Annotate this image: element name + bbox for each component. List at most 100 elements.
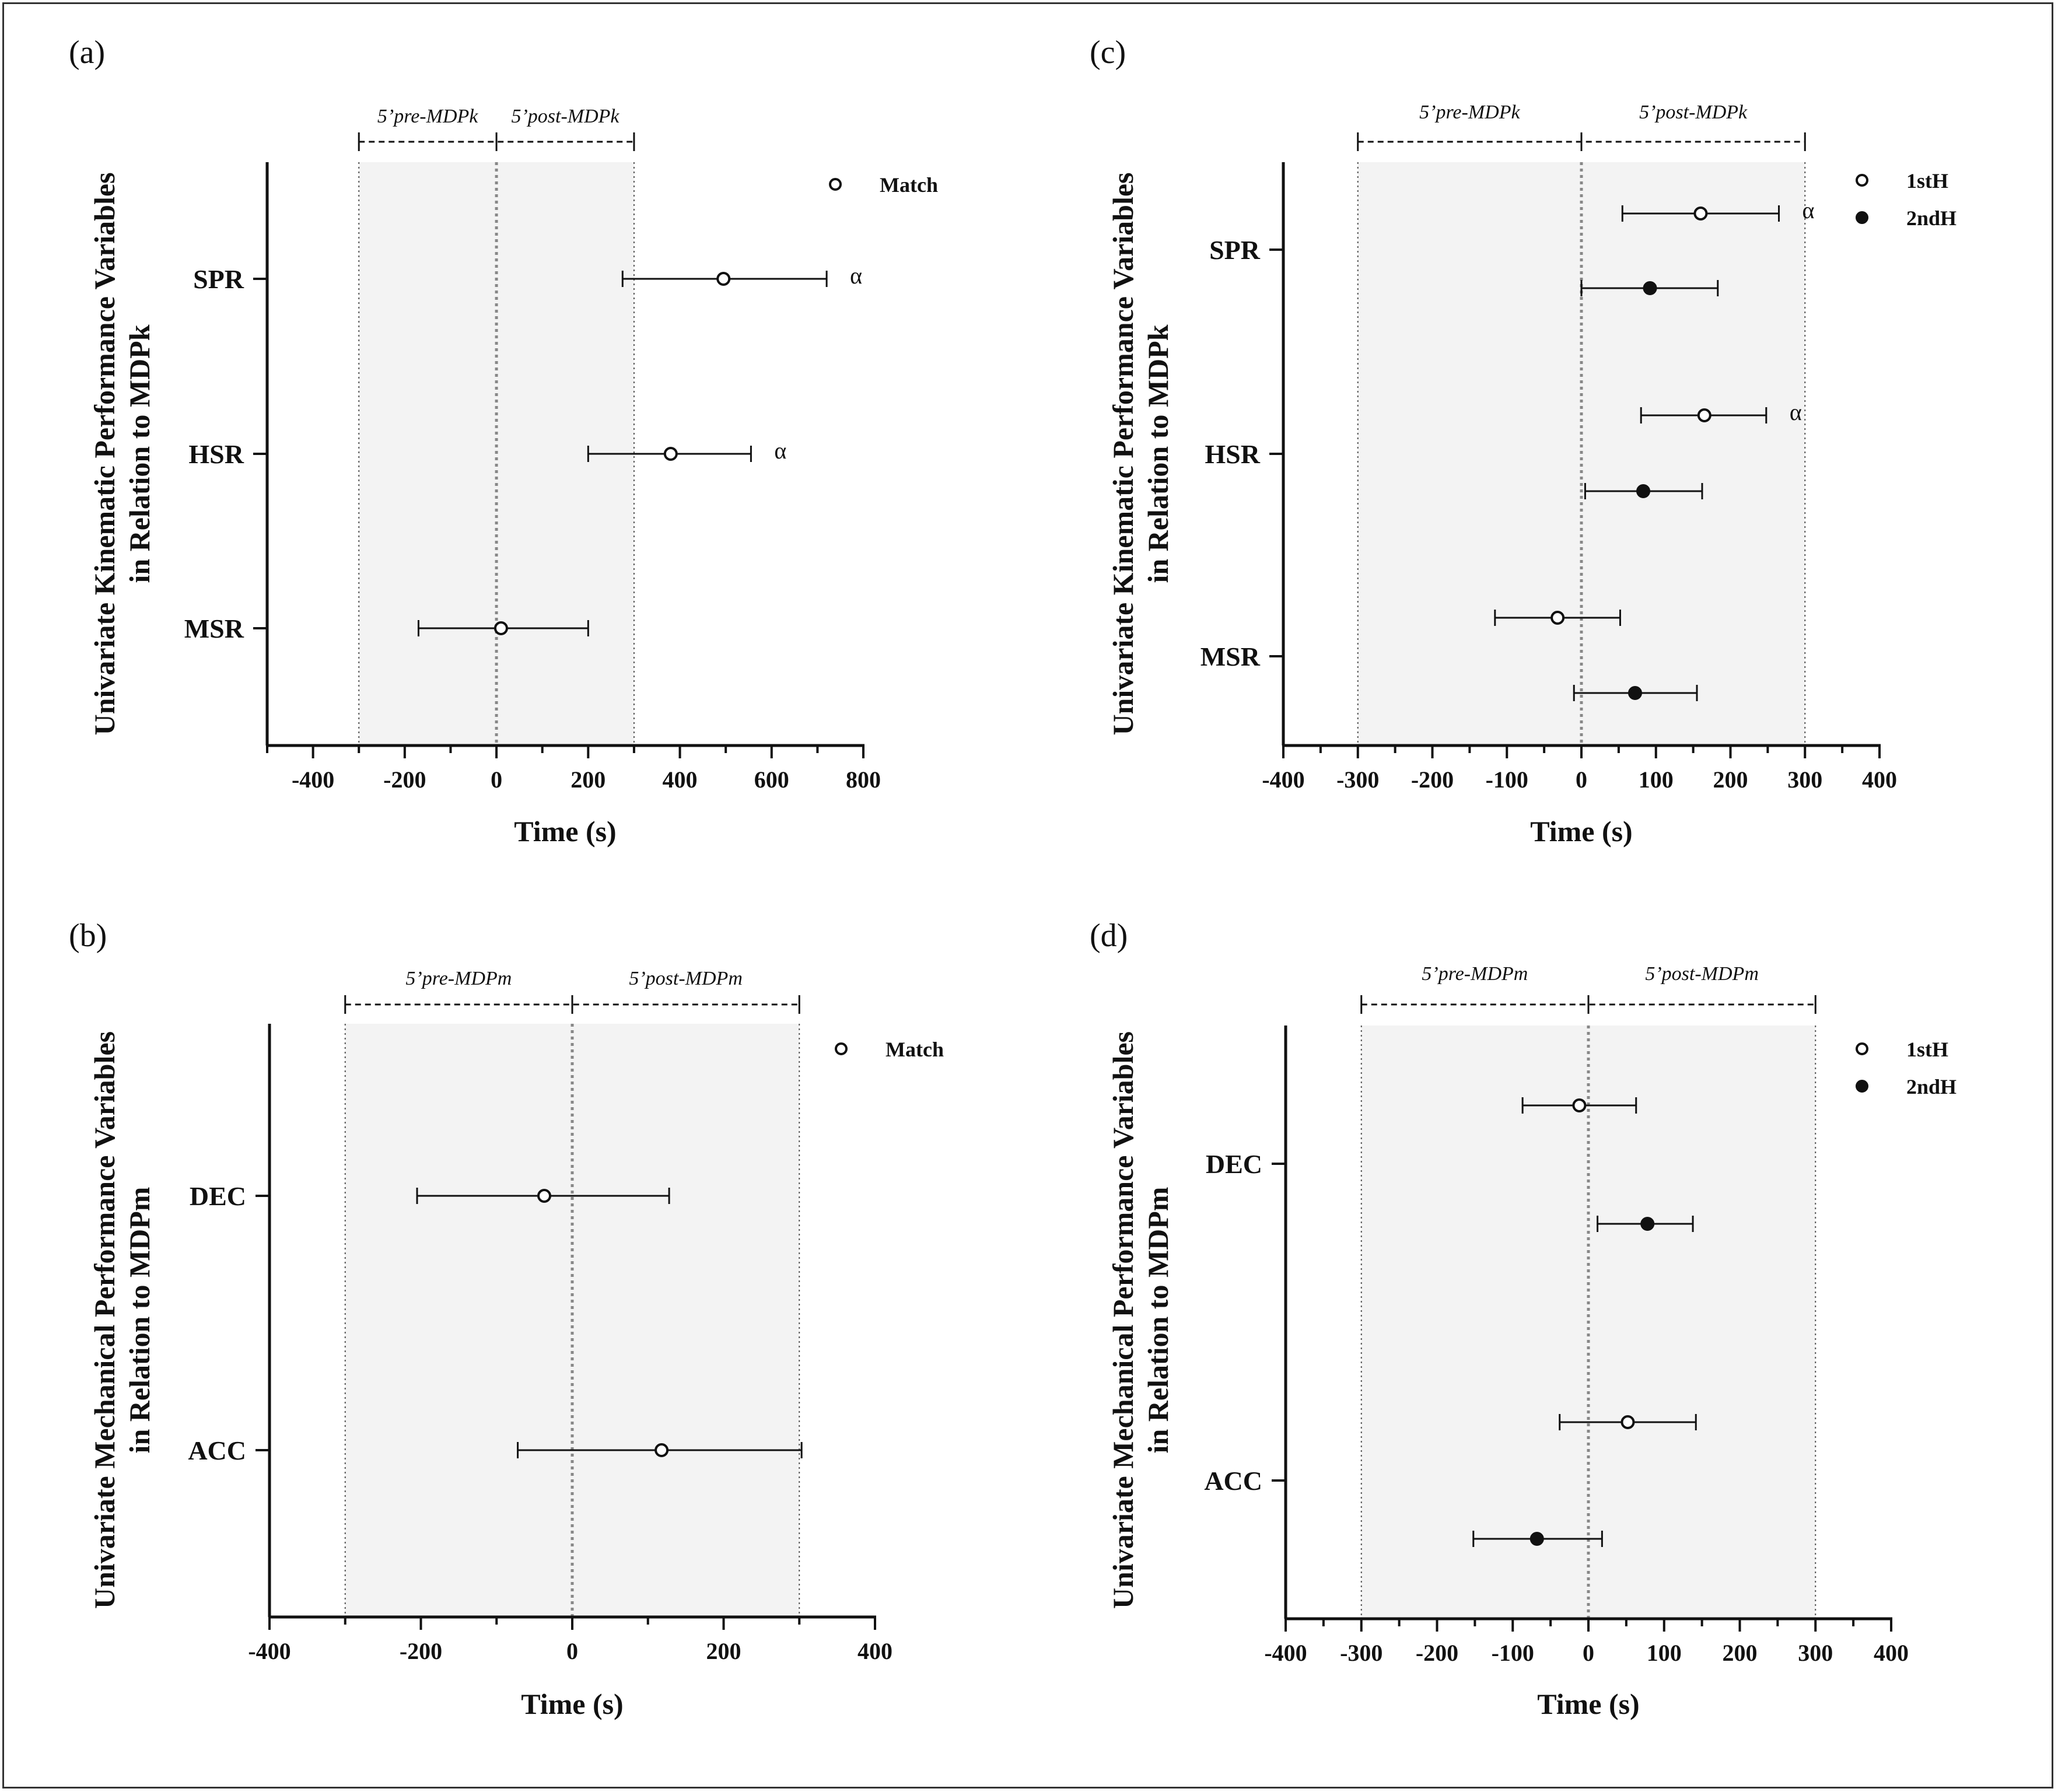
legend-label: 2ndH: [1906, 206, 1957, 230]
y-category-label: MSR: [184, 614, 244, 643]
legend-marker: [835, 1042, 848, 1055]
y-category-label: SPR: [1209, 235, 1261, 265]
legend-label: 1stH: [1906, 1038, 1948, 1061]
legend-marker: [1856, 1080, 1868, 1093]
y-axis-label-line1: Univariate Kinematic Performance Variabl…: [1107, 172, 1139, 735]
chart-panel-c: (c) 5’pre-MDPk 5’post-MDPk -400 -300 -200 -100…: [1090, 34, 1957, 848]
pre-window-label: 5’pre-MDPk: [1419, 102, 1520, 123]
x-tick-label: 300: [1798, 1640, 1833, 1666]
legend-label: 2ndH: [1906, 1075, 1957, 1098]
x-tick-label: 600: [754, 766, 789, 793]
x-tick-label: -100: [1492, 1640, 1534, 1666]
x-tick-label: 0: [491, 766, 502, 793]
x-tick-label: 400: [663, 766, 698, 793]
legend-label: Match: [880, 173, 938, 197]
mean-marker-filled: [1628, 686, 1642, 700]
mean-marker-open: [494, 621, 508, 635]
x-tick-label: -300: [1340, 1640, 1382, 1666]
x-tick-label: -200: [1416, 1640, 1458, 1666]
mean-marker-open: [663, 447, 678, 461]
x-tick-label: -200: [383, 766, 426, 793]
x-tick-label: 300: [1787, 766, 1822, 793]
mean-marker-filled: [1640, 1217, 1655, 1231]
x-tick-label: 0: [566, 1638, 578, 1664]
x-tick-label: -400: [1264, 1640, 1307, 1666]
significance-mark: α: [1803, 197, 1815, 223]
y-category-label: ACC: [188, 1436, 246, 1465]
chart-panel-d: (d) 5’pre-MDPm 5’post-MDPm -400 -300 -200 -100…: [1090, 918, 1957, 1720]
mean-marker-open: [1697, 408, 1712, 422]
panel-label: (d): [1090, 918, 1128, 954]
y-axis-label-line1: Univariate Kinematic Performance Variabl…: [88, 172, 121, 735]
pre-window-label: 5’pre-MDPk: [377, 106, 478, 127]
x-tick-label: -400: [1262, 766, 1304, 793]
y-category-label: MSR: [1200, 642, 1261, 671]
y-axis-label-line1: Univariate Mechanical Performance Variab…: [1107, 1031, 1139, 1609]
pre-window-label: 5’pre-MDPm: [405, 968, 512, 989]
legend-label: Match: [886, 1038, 944, 1061]
x-tick-label: -300: [1336, 766, 1379, 793]
x-tick-label: 200: [570, 766, 606, 793]
mean-marker-filled: [1636, 484, 1651, 498]
mean-marker-open: [716, 272, 731, 286]
x-tick-label: 0: [1583, 1640, 1594, 1666]
x-tick-label: -400: [248, 1638, 290, 1664]
chart-panel-b: (b) 5’pre-MDPm 5’post-MDPm -400 -200 0 200 400 T…: [69, 918, 944, 1720]
mean-marker-open: [1620, 1415, 1635, 1429]
y-category-label: SPR: [193, 264, 244, 294]
x-axis-label: Time (s): [521, 1688, 623, 1720]
legend-marker: [829, 178, 842, 191]
y-category-label: HSR: [188, 439, 244, 469]
mean-marker-open: [654, 1443, 669, 1457]
y-category-label: DEC: [1206, 1149, 1262, 1179]
mean-marker-open: [1693, 206, 1708, 220]
post-window-label: 5’post-MDPm: [1645, 963, 1759, 985]
panel-label: (b): [69, 918, 107, 954]
x-axis-label: Time (s): [514, 815, 616, 848]
y-category-label: HSR: [1205, 439, 1260, 469]
post-window-label: 5’post-MDPm: [629, 968, 743, 989]
x-tick-label: 200: [1723, 1640, 1758, 1666]
legend-marker: [1856, 174, 1868, 187]
y-axis-label-line2: in Relation to MDPk: [1142, 324, 1174, 583]
panel-label: (a): [69, 34, 105, 71]
y-category-label: DEC: [190, 1181, 246, 1211]
x-tick-label: 100: [1647, 1640, 1682, 1666]
y-axis-label-line2: in Relation to MDPm: [1142, 1187, 1174, 1454]
mean-marker-open: [1550, 611, 1565, 625]
post-window-label: 5’post-MDPk: [511, 106, 620, 127]
pre-window-label: 5’pre-MDPm: [1422, 963, 1528, 985]
mean-marker-filled: [1530, 1532, 1544, 1546]
mean-marker-open: [537, 1189, 551, 1203]
legend-label: 1stH: [1906, 169, 1948, 192]
x-tick-label: 800: [846, 766, 881, 793]
x-tick-label: 200: [1713, 766, 1748, 793]
x-tick-label: -200: [1411, 766, 1454, 793]
x-tick-label: -100: [1486, 766, 1528, 793]
y-axis-label-line2: in Relation to MDPm: [123, 1187, 156, 1454]
x-tick-label: -200: [400, 1638, 442, 1664]
x-tick-label: 400: [858, 1638, 892, 1664]
x-tick-label: 0: [1576, 766, 1587, 793]
x-tick-label: 100: [1639, 766, 1674, 793]
x-tick-label: 200: [706, 1638, 741, 1664]
significance-mark: α: [774, 438, 786, 464]
x-tick-label: 400: [1874, 1640, 1909, 1666]
y-axis-label-line1: Univariate Mechanical Performance Variab…: [88, 1031, 121, 1609]
panel-label: (c): [1090, 34, 1126, 71]
significance-mark: α: [850, 262, 862, 289]
y-axis-label-line2: in Relation to MDPk: [123, 324, 156, 583]
mean-marker-open: [1572, 1098, 1587, 1112]
mean-marker-filled: [1643, 281, 1657, 295]
x-axis-label: Time (s): [1537, 1688, 1639, 1720]
y-category-label: ACC: [1204, 1466, 1262, 1496]
x-tick-label: 400: [1862, 766, 1897, 793]
x-axis-label: Time (s): [1530, 815, 1632, 848]
x-tick-label: -400: [292, 766, 334, 793]
post-window-label: 5’post-MDPk: [1639, 102, 1748, 123]
chart-panel-a: (a) 5’pre-MDPk 5’post-MDPk -400 -200 0 200 400 6…: [69, 34, 938, 848]
legend-marker: [1856, 1042, 1868, 1055]
significance-mark: α: [1790, 399, 1802, 425]
